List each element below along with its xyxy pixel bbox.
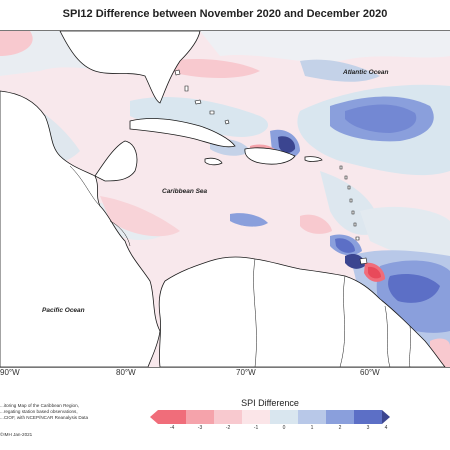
credit-line: ...itoring Map of the Caribbean Region,: [0, 403, 79, 408]
legend-tick: -4: [169, 425, 175, 431]
longitude-tick: 70°W: [236, 368, 256, 377]
positive-anomaly: [335, 238, 355, 253]
atlantic-ocean-label: Atlantic Ocean: [342, 69, 389, 76]
negative-anomaly: [368, 266, 381, 279]
land-puerto-rico: [304, 156, 323, 162]
legend-tick: 3: [366, 425, 370, 431]
map-title: SPI12 Difference between November 2020 a…: [62, 8, 388, 20]
legend-title: SPI Difference: [241, 398, 299, 408]
legend-swatch: [382, 410, 390, 424]
legend: SPI Difference -4 -3 -2 -1 0 1 2 3 4: [150, 398, 390, 438]
legend-swatch: [354, 410, 382, 424]
legend-tick: 0: [282, 425, 286, 431]
neutral-region: [130, 96, 269, 137]
credit-line: ...regating station based observations,: [0, 409, 78, 414]
land-cuba: [129, 118, 236, 148]
land-trinidad: [359, 257, 368, 265]
land-yucatan: [94, 140, 138, 182]
longitude-tick: 90°W: [0, 368, 20, 377]
land-central-america: [0, 90, 161, 367]
legend-ticks: -4 -3 -2 -1 0 1 2 3 4: [150, 425, 390, 435]
land-lesser-antilles: [339, 165, 360, 241]
legend-tick: -1: [253, 425, 259, 431]
legend-swatch: [158, 410, 186, 424]
legend-colorbar: [150, 410, 390, 424]
legend-tick: 1: [310, 425, 314, 431]
land-south-america: [158, 256, 446, 367]
negative-anomaly: [100, 196, 180, 237]
legend-swatch: [214, 410, 242, 424]
legend-swatch: [326, 410, 354, 424]
longitude-axis: 90°W 80°W 70°W 60°W: [0, 368, 450, 384]
legend-tick: 4: [384, 425, 388, 431]
credit-line: ...CIOF, with NCEP/NCAR Reanalysis Data: [0, 415, 89, 420]
copyright: ©IMH Jan-2021: [0, 432, 33, 437]
country-borders: [69, 165, 411, 367]
credit-text: ...itoring Map of the Caribbean Region, …: [0, 403, 120, 421]
positive-anomaly: [300, 59, 380, 82]
caribbean-sea-label: Caribbean Sea: [162, 188, 208, 195]
negative-anomaly: [170, 59, 260, 78]
legend-swatch: [270, 410, 298, 424]
pacific-ocean-label: Pacific Ocean: [42, 307, 85, 314]
legend-swatch: [242, 410, 270, 424]
positive-anomaly: [230, 213, 268, 227]
map-svg[interactable]: Atlantic Ocean Caribbean Sea Pacific Oce…: [0, 31, 450, 367]
longitude-tick: 60°W: [360, 368, 380, 377]
map-panel[interactable]: Atlantic Ocean Caribbean Sea Pacific Oce…: [0, 30, 450, 368]
positive-anomaly: [278, 136, 296, 153]
positive-anomaly: [388, 274, 440, 303]
negative-anomaly: [300, 214, 332, 234]
legend-tick: -3: [197, 425, 203, 431]
positive-anomaly: [345, 254, 365, 269]
legend-tick: 2: [338, 425, 342, 431]
land-bahamas: [174, 69, 230, 125]
land-florida: [59, 31, 201, 104]
legend-tick: -2: [225, 425, 231, 431]
longitude-tick: 80°W: [116, 368, 136, 377]
land-jamaica: [204, 157, 223, 166]
legend-swatch: [150, 410, 158, 424]
positive-anomaly: [345, 104, 417, 133]
neutral-region: [200, 31, 450, 63]
legend-swatch: [298, 410, 326, 424]
legend-swatch: [186, 410, 214, 424]
negative-anomaly: [0, 31, 33, 56]
land-hispaniola: [244, 147, 296, 165]
